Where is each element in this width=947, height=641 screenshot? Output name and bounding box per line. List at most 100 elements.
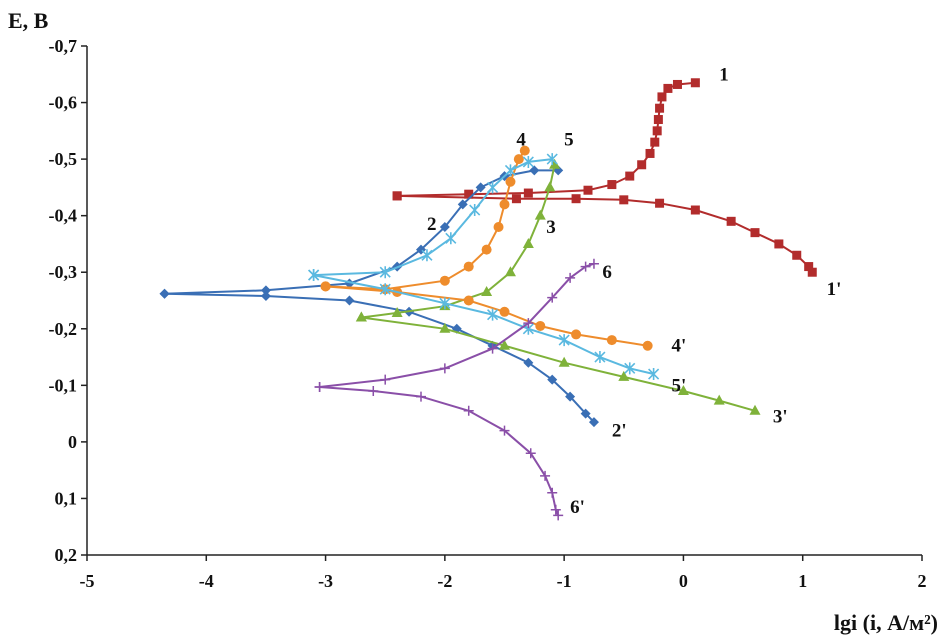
data-point [380,374,391,385]
series-layer [159,78,817,521]
data-point [481,286,493,297]
y-tick-label: 0 [68,432,77,452]
data-point [481,244,492,255]
data-point [379,266,391,279]
data-point [499,199,510,210]
series-4-prime [320,281,653,351]
data-point [588,258,599,269]
data-point [463,405,474,416]
data-point [463,295,474,306]
data-point [547,292,558,303]
data-point [523,318,534,329]
data-point [607,180,617,190]
series-line [164,292,595,423]
data-point [499,339,510,350]
data-point [523,357,534,368]
data-point [392,191,402,201]
data-point [519,145,530,156]
data-point [511,194,521,204]
data-point [260,290,271,301]
data-point [523,188,533,198]
series-6-prime [314,382,564,521]
data-point [445,232,457,245]
data-point [642,340,653,351]
data-point [513,154,524,165]
data-point [522,237,534,248]
data-point [487,343,498,354]
data-point [260,285,271,296]
series-3-prime [355,311,761,415]
data-point [439,363,450,374]
x-tick-label: 2 [918,571,927,591]
series-line [325,150,526,291]
y-tick-label: -0,1 [49,375,78,395]
y-tick-label: -0,5 [49,149,78,169]
data-point [499,425,510,436]
curve-label: 1' [827,279,842,300]
data-point [391,306,403,317]
curve-label: 6 [602,262,612,283]
data-point [553,510,564,521]
data-point [463,261,474,272]
data-point [525,448,536,459]
data-point [625,171,635,181]
x-tick-label: -3 [318,571,333,591]
curve-label: 1 [719,64,729,85]
data-point [749,404,761,415]
curve-label: 6' [570,497,585,518]
data-point [637,160,647,170]
data-point [499,306,510,317]
x-tick-label: -2 [437,571,452,591]
data-point [487,181,499,194]
data-point [804,262,814,272]
data-point [544,181,556,192]
y-tick-label: 0,2 [55,545,78,565]
data-point [535,320,546,331]
data-point [624,362,636,375]
data-point [580,408,591,419]
data-point [379,283,391,296]
data-point [565,272,576,283]
data-point [457,199,468,210]
series-5-prime [308,269,660,381]
data-point [493,221,504,232]
data-point [504,266,516,277]
data-point [547,487,558,498]
series-line [361,316,756,412]
data-point [439,322,451,333]
data-point [416,391,426,402]
y-tick-label: -0,2 [49,319,78,339]
data-point [655,103,665,113]
data-point [547,374,558,385]
data-point [344,295,355,306]
data-point [469,204,481,217]
data-point [650,137,660,147]
data-point [504,164,517,177]
y-axis-ticks: -0,7 -0,6 -0,5 -0,4 -0,3 -0,2 -0,1 0 0,1 0,2 [49,36,87,565]
data-point [550,504,561,515]
x-tick-label: -4 [199,571,214,591]
series-line [325,285,648,347]
y-axis-title: E, В [8,8,49,33]
x-axis-title: lgi (i, А/м²) [834,610,938,635]
x-tick-label: -1 [557,571,572,591]
curve-label: 3' [773,406,788,427]
data-point [487,308,499,321]
series-1 [392,78,700,201]
data-point [439,297,451,310]
data-point [558,356,570,367]
data-point [677,384,689,395]
data-point [594,351,606,364]
data-point [558,334,570,347]
data-point [619,195,629,205]
series-4 [320,145,530,295]
data-point [571,329,582,340]
data-point [308,269,320,282]
series-line [319,386,560,516]
data-point [690,205,700,215]
series-line [164,169,559,295]
data-point [439,275,450,286]
data-point [421,249,433,262]
curve-label: 5 [564,129,574,150]
